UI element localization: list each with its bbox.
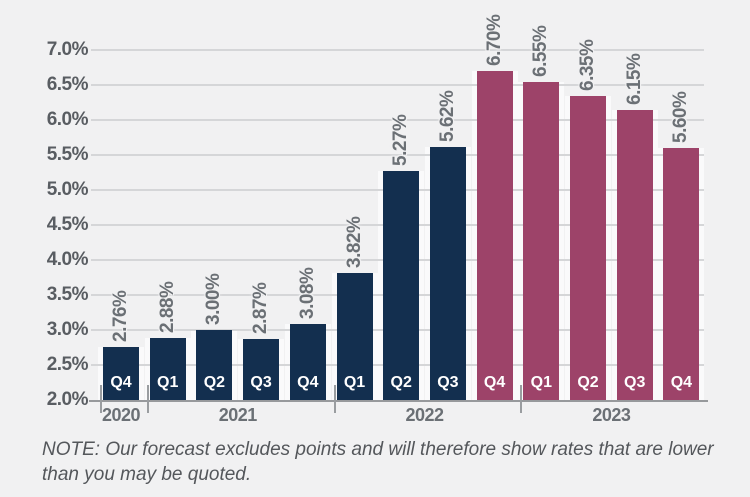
gridline <box>91 154 704 156</box>
y-axis-tick-label: 5.5% <box>46 144 89 165</box>
y-axis-tick-label: 3.0% <box>46 319 89 340</box>
year-label: 2021 <box>218 405 258 425</box>
bar <box>196 330 233 400</box>
bar-value-label: 5.60% <box>670 91 692 143</box>
bar-quarter-label: Q1 <box>530 374 552 391</box>
bar-value-label: 6.55% <box>530 25 552 77</box>
bar-quarter-label: Q3 <box>250 374 272 391</box>
bar-quarter-label: Q4 <box>670 374 693 391</box>
bar <box>336 272 373 400</box>
note-text: NOTE: Our forecast excludes points and w… <box>42 437 732 487</box>
y-axis-tick-label: 2.0% <box>46 389 89 410</box>
bar-quarter-label: Q2 <box>577 374 599 391</box>
y-axis-tick-label: 6.5% <box>46 74 89 95</box>
y-axis-tick-label: 4.5% <box>46 214 89 235</box>
bar <box>476 71 513 400</box>
bar <box>663 148 700 400</box>
bar-value-label: 5.62% <box>436 90 458 142</box>
bar-quarter-label: Q2 <box>203 374 226 391</box>
bar <box>523 81 560 400</box>
year-label: 2022 <box>405 405 445 425</box>
y-axis-tick-label: 5.0% <box>46 179 89 200</box>
bar-value-label: 3.00% <box>203 273 225 325</box>
year-separator-tick <box>520 385 523 413</box>
bar <box>103 346 139 400</box>
bar-value-label: 2.87% <box>250 282 272 335</box>
year-separator-tick <box>333 385 336 413</box>
gridline <box>91 84 704 86</box>
bar <box>243 339 280 400</box>
bar-quarter-label: Q1 <box>343 374 366 391</box>
bar <box>429 146 466 400</box>
bar-quarter-label: Q2 <box>390 374 412 391</box>
bar <box>570 95 606 400</box>
bar-quarter-label: Q4 <box>110 374 132 391</box>
note-line-2: than you may be quoted. <box>42 464 252 485</box>
year-separator-tick <box>146 385 149 413</box>
bar <box>149 338 186 400</box>
bar-quarter-label: Q4 <box>297 374 319 391</box>
y-axis-tick-label: 4.0% <box>46 249 89 270</box>
y-axis-tick-label: 2.5% <box>46 354 89 375</box>
bar-quarter-label: Q1 <box>157 374 179 391</box>
bar-value-label: 5.27% <box>390 114 412 167</box>
x-axis-line <box>89 400 708 402</box>
note-line-1: NOTE: Our forecast excludes points and w… <box>42 439 714 460</box>
bar-quarter-label: Q4 <box>483 374 506 391</box>
year-separator-tick <box>100 385 102 413</box>
bar-quarter-label: Q3 <box>437 374 459 391</box>
year-label: 2023 <box>592 405 631 425</box>
bar <box>616 109 653 400</box>
bar-quarter-label: Q3 <box>624 374 646 391</box>
bar <box>383 171 420 400</box>
bar-value-label: 6.35% <box>577 39 598 91</box>
bar-value-label: 6.70% <box>483 14 505 66</box>
y-axis-tick-label: 7.0% <box>46 39 89 60</box>
bar <box>289 324 326 400</box>
bar-value-label: 2.88% <box>156 282 178 334</box>
y-axis-tick-label: 3.5% <box>46 284 89 305</box>
gridline <box>91 119 704 121</box>
y-axis-tick-label: 6.0% <box>46 109 89 130</box>
bar-value-label: 2.76% <box>110 290 131 342</box>
gridline <box>91 49 704 51</box>
bar-value-label: 6.15% <box>623 53 645 105</box>
year-label: 2020 <box>101 405 141 425</box>
bar-value-label: 3.08% <box>296 268 318 320</box>
bar-value-label: 3.82% <box>343 216 365 268</box>
